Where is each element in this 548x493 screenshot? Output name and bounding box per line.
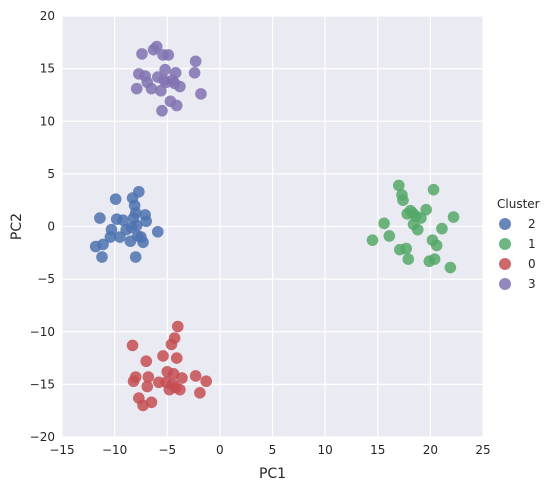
y-tick-label: −20: [30, 430, 55, 444]
legend-label: 0: [528, 257, 536, 271]
x-tick-label: 0: [216, 443, 224, 457]
cluster-1-point: [415, 212, 427, 224]
cluster-1-point: [402, 253, 415, 265]
cluster-2-point: [109, 193, 122, 205]
legend-marker: [499, 238, 511, 250]
y-tick-label: −15: [30, 377, 55, 391]
x-tick-label: 5: [269, 443, 277, 457]
cluster-2-point: [151, 225, 164, 238]
y-tick-label: −10: [30, 325, 55, 339]
cluster-3-point: [159, 63, 171, 76]
cluster-2-point: [137, 236, 149, 249]
x-tick-label: −5: [158, 443, 176, 457]
y-tick-label: 5: [47, 167, 55, 181]
cluster-3-point: [162, 49, 175, 61]
cluster-0-point: [126, 339, 139, 352]
y-tick-label: −5: [37, 272, 55, 286]
legend-label: 1: [528, 237, 536, 251]
legend-marker: [499, 278, 511, 290]
cluster-2-point: [130, 219, 143, 232]
y-tick-label: 0: [47, 220, 55, 234]
x-tick-label: 25: [475, 443, 490, 457]
cluster-1-point: [383, 230, 396, 242]
cluster-3-point: [170, 99, 183, 112]
cluster-0-point: [157, 350, 169, 362]
cluster-0-point: [189, 370, 202, 382]
cluster-1-point: [436, 222, 448, 235]
y-tick-label: 15: [40, 62, 55, 76]
cluster-2-point: [129, 207, 142, 219]
cluster-3-point: [145, 82, 158, 95]
x-tick-label: −10: [102, 443, 127, 457]
cluster-2-point: [129, 251, 142, 263]
cluster-0-point: [168, 332, 181, 344]
cluster-1-point: [400, 242, 412, 255]
cluster-0-point: [200, 375, 212, 388]
cluster-2-point: [140, 215, 152, 228]
cluster-0-point: [174, 383, 186, 396]
x-tick-labels: −15 −10 −5 0 5 10 15 20 25: [49, 443, 490, 457]
cluster-0-point: [141, 380, 154, 393]
legend-label: 3: [528, 277, 536, 291]
cluster-2-point: [96, 251, 108, 263]
cluster-0-point: [145, 396, 158, 409]
y-tick-label: 20: [40, 9, 55, 23]
cluster-0-point: [170, 352, 183, 364]
cluster-3-point: [189, 55, 202, 68]
cluster-0-point: [129, 371, 142, 383]
x-axis-label: PC1: [259, 466, 286, 482]
legend-marker: [499, 258, 511, 270]
x-tick-label: 10: [317, 443, 332, 457]
cluster-1-point: [447, 211, 460, 223]
cluster-1-point: [366, 234, 379, 246]
data-points: [89, 40, 460, 412]
y-axis-label: PC2: [9, 213, 25, 240]
cluster-3-point: [156, 104, 168, 117]
cluster-2-point: [105, 223, 118, 236]
cluster-3-point: [136, 48, 148, 60]
cluster-1-point: [428, 253, 441, 265]
cluster-2-point: [133, 185, 145, 198]
x-tick-label: −15: [49, 443, 74, 457]
cluster-0-point: [171, 320, 184, 333]
cluster-3-point: [155, 84, 167, 97]
cluster-3-point: [174, 80, 186, 93]
legend-title: Cluster: [497, 197, 540, 211]
cluster-1-point: [411, 223, 424, 236]
cluster-3-point: [130, 82, 143, 95]
cluster-2-point: [94, 212, 106, 224]
cluster-2-point: [117, 214, 129, 226]
cluster-3-point: [169, 67, 182, 79]
cluster-1-point: [420, 203, 432, 216]
x-tick-label: 15: [370, 443, 385, 457]
cluster-1-point: [444, 261, 457, 274]
y-tick-labels: −20 −15 −10 −5 0 5 10 15 20: [30, 9, 55, 444]
cluster-3-point: [150, 40, 163, 53]
cluster-1-point: [430, 239, 443, 252]
cluster-3-point: [195, 88, 207, 100]
cluster-0-point: [194, 386, 206, 399]
cluster-0-point: [176, 372, 188, 384]
cluster-0-point: [140, 355, 152, 368]
x-tick-label: 20: [423, 443, 438, 457]
cluster-1-point: [378, 217, 390, 230]
legend-marker: [499, 218, 511, 230]
legend-label: 2: [528, 217, 536, 231]
cluster-0-point: [142, 371, 155, 383]
cluster-1-point: [393, 179, 405, 192]
y-tick-label: 10: [40, 114, 55, 128]
cluster-3-point: [188, 67, 201, 79]
cluster-1-point: [427, 183, 440, 196]
cluster-1-point: [397, 194, 409, 206]
cluster-2-point: [97, 238, 109, 251]
legend: Cluster 2 1 0 3: [497, 197, 540, 291]
